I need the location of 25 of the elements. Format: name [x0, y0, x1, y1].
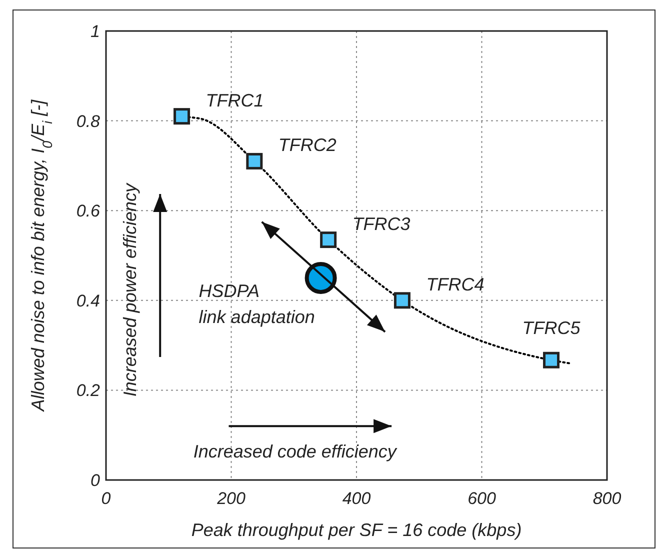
x-tick-label: 200 [216, 489, 246, 508]
annotation: Increased code efficiency [193, 442, 398, 462]
annotation: TFRC3 [352, 214, 410, 234]
y-tick-label: 0.4 [76, 291, 100, 310]
x-tick-label: 800 [592, 489, 622, 508]
annotation: HSDPA link adaptation [198, 280, 315, 327]
y-tick-label: 1 [90, 22, 100, 41]
y-tick-label: 0.2 [76, 381, 101, 400]
annotation: TFRC4 [426, 274, 484, 294]
annotation: TFRC2 [278, 135, 336, 156]
annotation: TFRC5 [522, 318, 582, 338]
annotation: Increased power efficiency [120, 182, 140, 397]
x-tick-label: 400 [342, 489, 372, 508]
point [320, 232, 337, 248]
point [394, 292, 410, 309]
x-axis-title: Peak throughput per SF = 16 code (kbps) [191, 520, 522, 540]
point [174, 108, 190, 125]
point [543, 352, 560, 368]
x-tick-label: 600 [468, 489, 496, 508]
point [246, 152, 263, 170]
y-tick-label: 0 [90, 471, 101, 490]
annotation: TFRC1 [206, 90, 264, 110]
y-tick-label: 0.6 [76, 202, 101, 221]
point [304, 262, 337, 294]
y-tick-label: 0.8 [76, 112, 101, 131]
